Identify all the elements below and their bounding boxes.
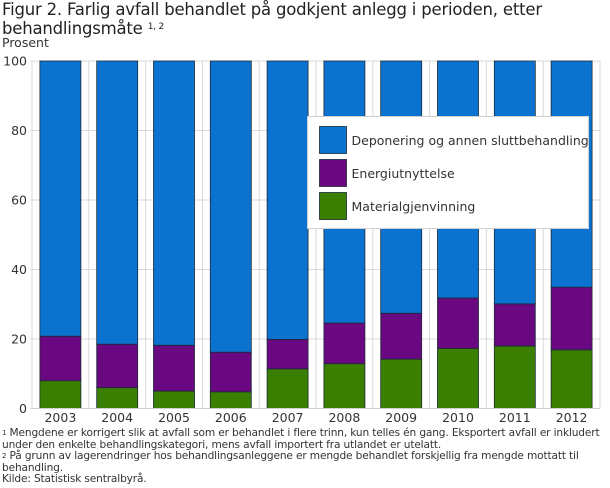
x-tick-label: 2010 bbox=[442, 410, 474, 425]
bar-segment-energiutnyttelse bbox=[96, 343, 139, 389]
legend-swatch bbox=[319, 192, 347, 220]
footnote-marker: 1 bbox=[2, 429, 7, 437]
legend-swatch bbox=[319, 126, 347, 154]
legend-label: Energiutnyttelse bbox=[352, 166, 455, 181]
bar-segment-energiutnyttelse bbox=[437, 297, 479, 349]
bar-segment-energiutnyttelse bbox=[209, 351, 252, 393]
footnote-line: behandling. bbox=[2, 461, 608, 475]
axes: 0 20 40 60 80 100 2003 2004 2005 2006 2007 2008 2009… bbox=[3, 54, 600, 425]
footnote-text: På grunn av lagerendringer hos behandlin… bbox=[9, 450, 579, 463]
footnote-marker: 2 bbox=[2, 452, 7, 461]
source-text: Kilde: Statistisk sentralbyrå. bbox=[2, 473, 147, 486]
footnote-line: under den enkelte behandlingskategori, m… bbox=[2, 438, 608, 452]
x-tick-label: 2005 bbox=[158, 410, 190, 425]
footnote-text: Mengdene er korrigert slik at avfall som… bbox=[9, 427, 600, 439]
y-tick-label: 60 bbox=[11, 193, 27, 208]
x-tick-label: 2012 bbox=[556, 410, 588, 425]
x-tick-label: 2004 bbox=[101, 410, 133, 425]
bar-segment-deponering-og-annen-sluttbehandling bbox=[266, 60, 309, 340]
y-tick-label: 20 bbox=[11, 332, 27, 347]
legend-label: Materialgjenvinning bbox=[352, 199, 476, 214]
x-tick-label: 2008 bbox=[328, 410, 360, 425]
bar-segment-energiutnyttelse bbox=[550, 286, 593, 351]
x-tick-label: 2003 bbox=[44, 410, 76, 425]
legend-box bbox=[307, 116, 589, 229]
bar-segment-materialgjenvinning bbox=[39, 380, 82, 409]
chart-title: Figur 2. Farlig avfall behandlet på godk… bbox=[2, 0, 602, 38]
footnote-line: 1 Mengdene er korrigert slik at avfall s… bbox=[2, 427, 608, 440]
bar-segment-energiutnyttelse bbox=[323, 322, 366, 365]
bar-segment-materialgjenvinning bbox=[437, 347, 479, 409]
footnote-text: under den enkelte behandlingskategori, m… bbox=[2, 438, 442, 451]
bar-segment-deponering-og-annen-sluttbehandling bbox=[96, 60, 139, 345]
bar-segment-energiutnyttelse bbox=[39, 335, 82, 382]
bar-segment-materialgjenvinning bbox=[209, 391, 252, 409]
legend-label: Deponering og annen sluttbehandling bbox=[352, 133, 589, 148]
source-line: Kilde: Statistisk sentralbyrå. bbox=[2, 474, 608, 486]
bar-segment-materialgjenvinning bbox=[550, 349, 593, 409]
bar-segment-materialgjenvinning bbox=[380, 358, 423, 409]
bar-segment-materialgjenvinning bbox=[493, 345, 536, 409]
bar-segment-energiutnyttelse bbox=[493, 303, 536, 347]
y-axis-unit-label: Prosent bbox=[2, 35, 49, 50]
bar-segment-materialgjenvinning bbox=[153, 390, 195, 409]
chart-title-footnote-refs: 1, 2 bbox=[147, 22, 165, 32]
y-tick-label: 0 bbox=[19, 401, 27, 416]
bar-segment-deponering-og-annen-sluttbehandling bbox=[39, 60, 82, 337]
x-tick-label: 2011 bbox=[499, 410, 531, 425]
bar-segment-materialgjenvinning bbox=[266, 368, 309, 409]
bar-segment-energiutnyttelse bbox=[153, 344, 195, 392]
footnote-line: 2 På grunn av lagerendringer hos behandl… bbox=[2, 450, 608, 463]
bar-segment-energiutnyttelse bbox=[266, 338, 309, 370]
legend: Deponering og annen sluttbehandling Energ… bbox=[307, 116, 589, 229]
x-tick-label: 2009 bbox=[385, 410, 417, 425]
bar-segment-materialgjenvinning bbox=[323, 363, 366, 409]
bar-segment-materialgjenvinning bbox=[96, 387, 139, 409]
x-tick-label: 2007 bbox=[272, 410, 304, 425]
y-tick-label: 100 bbox=[3, 54, 27, 69]
footnotes: 1 Mengdene er korrigert slik at avfall s… bbox=[2, 427, 608, 486]
bar-segment-energiutnyttelse bbox=[380, 312, 423, 360]
legend-swatch bbox=[319, 159, 347, 187]
footnote-text: behandling. bbox=[2, 461, 63, 474]
bar-segment-deponering-og-annen-sluttbehandling bbox=[153, 60, 195, 346]
x-tick-label: 2006 bbox=[215, 410, 247, 425]
bar-segment-deponering-og-annen-sluttbehandling bbox=[209, 60, 252, 353]
chart-title-text: Figur 2. Farlig avfall behandlet på godk… bbox=[2, 0, 542, 38]
y-tick-label: 40 bbox=[11, 262, 27, 277]
y-tick-label: 80 bbox=[11, 123, 27, 138]
